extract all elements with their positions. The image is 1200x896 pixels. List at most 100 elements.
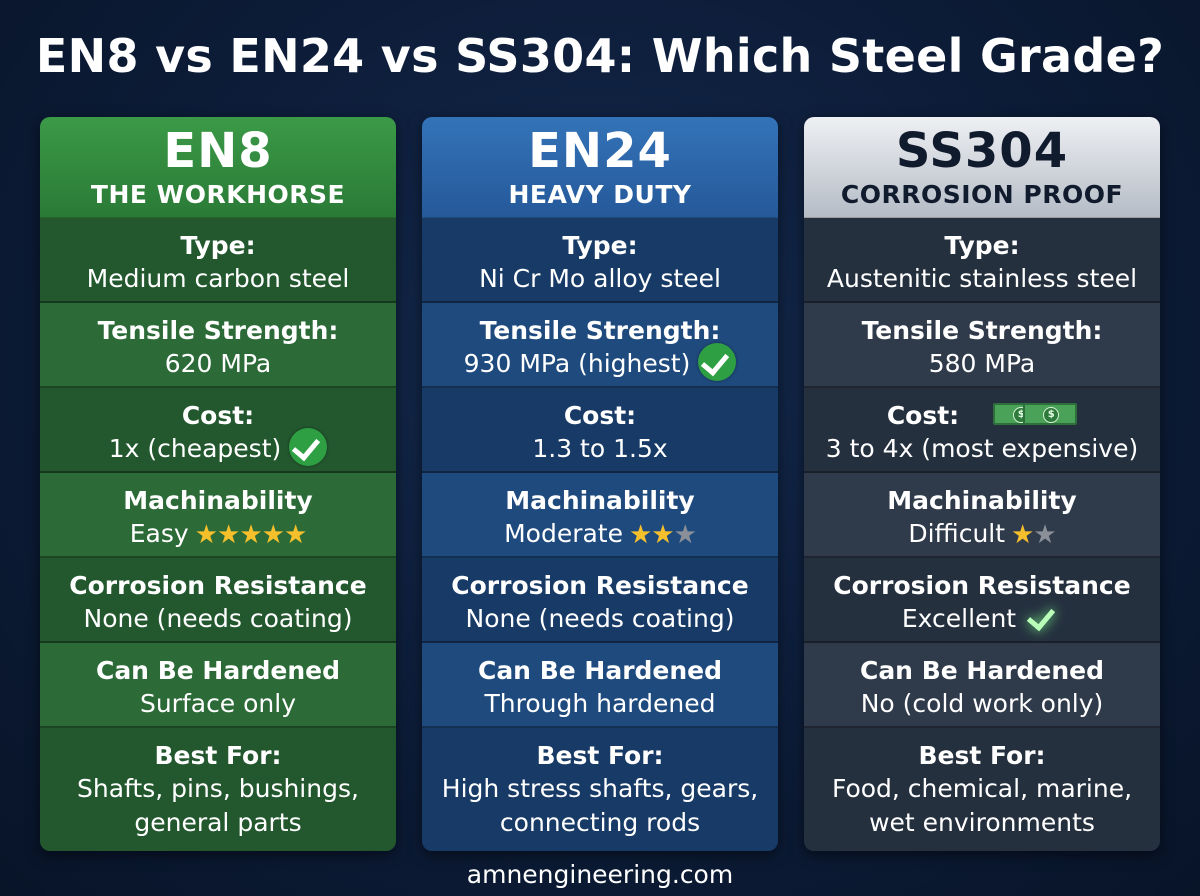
row-value: wet environments xyxy=(869,808,1095,837)
row-cost: Cost: 1x (cheapest) xyxy=(40,388,396,473)
star-filled-icon: ★ xyxy=(1011,520,1034,550)
row-label: Tensile Strength: xyxy=(97,316,339,345)
row-value-wrap: Moderate ★★★ xyxy=(422,517,778,551)
column-header: EN8 THE WORKHORSE xyxy=(40,117,396,218)
row-value: Austenitic stainless steel xyxy=(826,264,1138,293)
grade-subtitle: HEAVY DUTY xyxy=(508,180,692,209)
row-cost: Cost: $ $ 3 to 4x (most expensive) xyxy=(804,388,1160,473)
row-value: None (needs coating) xyxy=(83,604,353,633)
row-value: High stress shafts, gears, xyxy=(441,774,759,803)
row-label: Type: xyxy=(944,231,1020,260)
row-value: Food, chemical, marine, xyxy=(831,774,1133,803)
row-value: Ni Cr Mo alloy steel xyxy=(479,264,721,293)
row-machinability: Machinability Easy ★★★★★ xyxy=(40,473,396,558)
row-label: Corrosion Resistance xyxy=(833,571,1131,600)
star-rating: ★★ xyxy=(1011,520,1057,550)
row-label: Best For: xyxy=(154,741,282,770)
row-corrosion-resistance: Corrosion Resistance None (needs coating… xyxy=(40,558,396,643)
row-label: Can Be Hardened xyxy=(477,656,723,685)
row-value-wrap: 1x (cheapest) xyxy=(40,428,396,466)
star-filled-icon: ★ xyxy=(628,520,652,550)
row-label: Type: xyxy=(180,231,256,260)
row-label: Machinability xyxy=(123,486,313,515)
row-value-wrap: 930 MPa (highest) xyxy=(422,343,778,381)
row-best-for: Best For: Shafts, pins, bushings, genera… xyxy=(40,728,396,851)
row-machinability: Machinability Moderate ★★★ xyxy=(422,473,778,558)
column-ss304: SS304 CORROSION PROOF Type: Austenitic s… xyxy=(804,117,1160,851)
row-value: 620 MPa xyxy=(164,349,272,378)
column-en24: EN24 HEAVY DUTY Type: Ni Cr Mo alloy ste… xyxy=(422,117,778,851)
row-value: 1x (cheapest) xyxy=(108,434,282,463)
star-filled-icon: ★ xyxy=(651,520,674,550)
star-filled-icon: ★ xyxy=(239,520,262,550)
row-label: Cost: xyxy=(886,401,960,430)
row-label: Machinability xyxy=(887,486,1077,515)
row-corrosion-resistance: Corrosion Resistance Excellent xyxy=(804,558,1160,643)
check-icon xyxy=(289,428,328,466)
star-filled-icon: ★ xyxy=(194,520,218,550)
star-filled-icon: ★ xyxy=(283,520,307,550)
grade-name: EN24 xyxy=(528,123,672,179)
row-corrosion-resistance: Corrosion Resistance None (needs coating… xyxy=(422,558,778,643)
footer-url: amnengineering.com xyxy=(466,860,734,889)
star-rating: ★★★ xyxy=(628,520,697,550)
row-value: general parts xyxy=(134,808,302,837)
row-label: Machinability xyxy=(505,486,695,515)
row-label: Cost: xyxy=(181,401,255,430)
row-label: Tensile Strength: xyxy=(861,316,1103,345)
row-machinability: Machinability Difficult ★★ xyxy=(804,473,1160,558)
row-cost: Cost: 1.3 to 1.5x xyxy=(422,388,778,473)
row-label: Tensile Strength: xyxy=(479,316,721,345)
check-icon xyxy=(698,343,737,381)
row-value: Through hardened xyxy=(484,689,716,718)
row-label: Can Be Hardened xyxy=(859,656,1105,685)
row-label: Best For: xyxy=(536,741,664,770)
row-value-wrap: Excellent xyxy=(804,602,1160,636)
star-empty-icon: ★ xyxy=(1033,520,1056,550)
grade-name: SS304 xyxy=(895,123,1069,179)
grade-subtitle: THE WORKHORSE xyxy=(90,180,346,209)
row-value-wrap: Easy ★★★★★ xyxy=(40,517,396,551)
row-value: connecting rods xyxy=(499,808,701,837)
row-label: Cost: xyxy=(563,401,637,430)
row-value: Difficult xyxy=(908,519,1006,548)
row-value: 930 MPa (highest) xyxy=(463,349,691,378)
column-header: SS304 CORROSION PROOF xyxy=(804,117,1160,218)
star-filled-icon: ★ xyxy=(261,520,285,550)
page-title: EN8 vs EN24 vs SS304: Which Steel Grade? xyxy=(35,29,1165,83)
row-value: None (needs coating) xyxy=(465,604,735,633)
star-filled-icon: ★ xyxy=(217,520,240,550)
row-label: Corrosion Resistance xyxy=(451,571,749,600)
row-label: Type: xyxy=(562,231,638,260)
row-type: Type: Austenitic stainless steel xyxy=(804,218,1160,303)
row-label: Corrosion Resistance xyxy=(69,571,367,600)
row-value: Surface only xyxy=(139,689,297,718)
row-can-be-hardened: Can Be Hardened No (cold work only) xyxy=(804,643,1160,728)
row-can-be-hardened: Can Be Hardened Surface only xyxy=(40,643,396,728)
row-type: Type: Ni Cr Mo alloy steel xyxy=(422,218,778,303)
row-value: 3 to 4x (most expensive) xyxy=(825,434,1139,463)
row-best-for: Best For: High stress shafts, gears, con… xyxy=(422,728,778,851)
row-value-wrap: Difficult ★★ xyxy=(804,517,1160,551)
row-value: 580 MPa xyxy=(928,349,1036,378)
column-header: EN24 HEAVY DUTY xyxy=(422,117,778,218)
bill-icon: $ xyxy=(1023,403,1078,425)
row-label: Best For: xyxy=(918,741,1046,770)
row-tensile-strength: Tensile Strength: 930 MPa (highest) xyxy=(422,303,778,388)
row-tensile-strength: Tensile Strength: 620 MPa xyxy=(40,303,396,388)
row-can-be-hardened: Can Be Hardened Through hardened xyxy=(422,643,778,728)
column-en8: EN8 THE WORKHORSE Type: Medium carbon st… xyxy=(40,117,396,851)
grade-name: EN8 xyxy=(163,123,273,179)
row-value: Shafts, pins, bushings, xyxy=(77,774,359,803)
row-best-for: Best For: Food, chemical, marine, wet en… xyxy=(804,728,1160,851)
row-label-wrap: Cost: $ $ xyxy=(804,400,1160,432)
row-value: Medium carbon steel xyxy=(86,264,350,293)
row-value: Moderate xyxy=(504,519,623,548)
row-value: Easy xyxy=(129,519,189,548)
row-value: 1.3 to 1.5x xyxy=(532,434,668,463)
row-type: Type: Medium carbon steel xyxy=(40,218,396,303)
money-icon: $ $ xyxy=(993,403,1078,425)
row-value: Excellent xyxy=(901,604,1017,633)
grade-subtitle: CORROSION PROOF xyxy=(840,180,1124,209)
row-label: Can Be Hardened xyxy=(95,656,341,685)
